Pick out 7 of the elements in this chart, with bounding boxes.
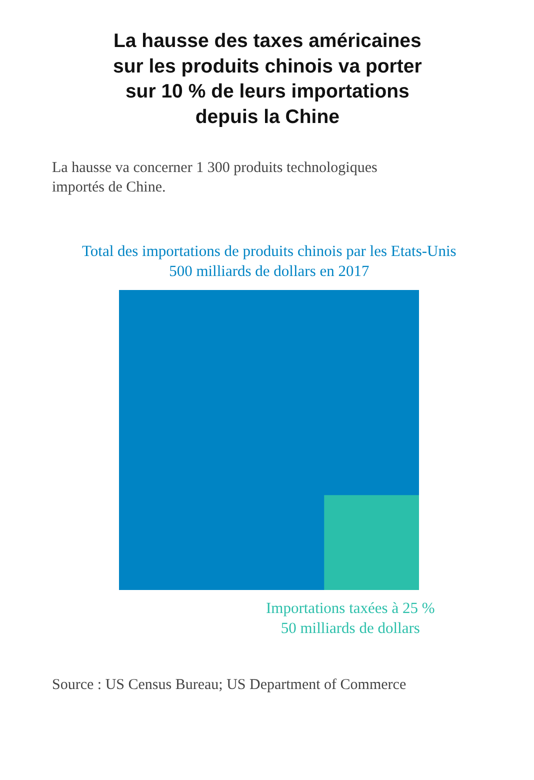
data-label: 500 milliards de dollars en 2017 (169, 263, 370, 280)
source-note: Source : US Census Bureau; US Department of Commerce (52, 677, 406, 693)
text: La hausse des taxes américaines sur les produits chinois va porter sur 10 % de leurs importations depuis la Chine (113, 30, 422, 128)
data-label: 50 milliards de dollars (280, 620, 420, 638)
category-label: Importations taxées à 25 % (266, 600, 435, 617)
text: La hausse va concerner 1 300 produits technologiques importés de Chine. (52, 160, 378, 196)
category-label: Total des importations de produits chinois par les Etats-Unis (82, 243, 456, 260)
